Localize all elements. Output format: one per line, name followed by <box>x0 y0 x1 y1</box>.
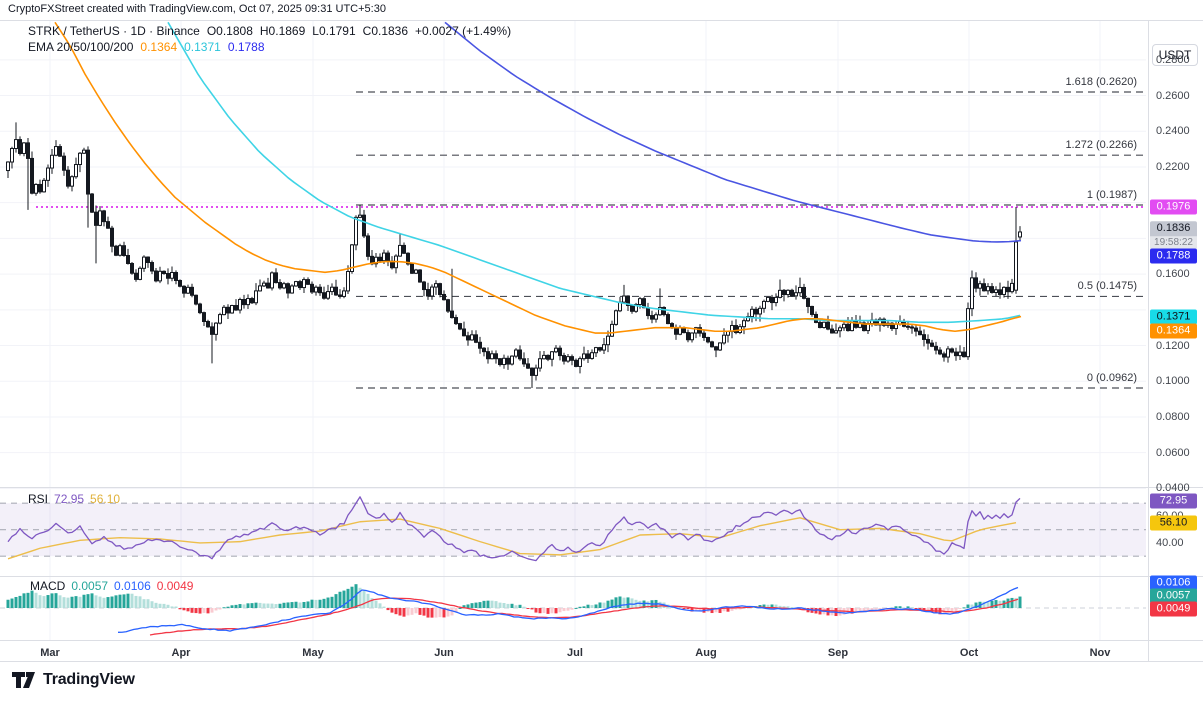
axis-price-badge: 56.10 <box>1150 515 1197 531</box>
gridlines <box>0 21 1146 640</box>
axis-price-badge: 72.95 <box>1150 493 1197 509</box>
ema-slow-value: 0.1788 <box>227 40 265 54</box>
fib-level-label: 1 (0.1987) <box>1086 189 1137 201</box>
price-tick-label: 0.0400 <box>1156 482 1190 495</box>
ohlc-low: L0.1791 <box>312 24 356 38</box>
time-axis-month: Jun <box>434 647 454 659</box>
ohlc-close: C0.1836 <box>362 24 409 38</box>
price-tick-label: 0.2600 <box>1156 89 1190 102</box>
time-axis-month: Nov <box>1089 647 1111 659</box>
currency-toggle[interactable]: USDT <box>1152 44 1198 66</box>
rsi-legend: RSI 72.95 56.10 <box>28 492 126 506</box>
axis-price-badge: 0.0049 <box>1150 601 1197 617</box>
fib-level-label: 1.618 (0.2620) <box>1065 75 1137 88</box>
axis-price-badge: 0.1371 <box>1150 309 1197 325</box>
macd-hist-value: 0.0057 <box>71 579 109 593</box>
price-tick-label: 0.2800 <box>1156 53 1190 66</box>
fib-retracement[interactable] <box>356 91 1146 389</box>
price-tick-label: 0.2200 <box>1156 160 1190 173</box>
axis-price-badge: 0.0106 <box>1150 575 1197 591</box>
price-pane[interactable] <box>6 21 1147 389</box>
ema-100-line <box>167 21 1021 324</box>
candle-countdown: 19:58:22 <box>1150 236 1197 250</box>
price-tick-label: 0.0800 <box>1156 410 1190 423</box>
ema-200-line <box>444 21 1022 243</box>
macd-signal-line <box>149 597 1019 636</box>
symbol-title: STRK / TetherUS · 1D · Binance <box>28 24 200 38</box>
footer-logo[interactable]: TradingView <box>12 670 135 690</box>
symbol-legend: STRK / TetherUS · 1D · Binance O0.1808 H0.… <box>28 24 518 38</box>
axis-price-badge: 0.1836 19:58:22 <box>1150 221 1197 250</box>
rsi-label: RSI <box>28 492 49 506</box>
ohlc-high: H0.1869 <box>259 24 306 38</box>
tradingview-logo-icon <box>12 672 35 688</box>
credit-line: CryptoFXStreet created with TradingView.… <box>8 3 386 15</box>
ema-50-line <box>54 21 1022 334</box>
rsi-value: 72.95 <box>54 492 85 506</box>
macd-legend: MACD 0.0057 0.0106 0.0049 <box>30 579 199 593</box>
ema-mid-value: 0.1371 <box>184 40 221 54</box>
axis-price-badge: 0.0057 <box>1150 588 1197 604</box>
price-tick-label: 0.1600 <box>1156 268 1190 281</box>
time-axis-month: Apr <box>171 647 191 659</box>
time-axis[interactable]: Mar Apr May Jun Jul Aug Sep Oct Nov <box>0 641 1203 662</box>
ema-fast-value: 0.1364 <box>140 40 178 54</box>
fib-level-label: 0 (0.0962) <box>1086 372 1137 385</box>
time-axis-month: Sep <box>827 647 849 659</box>
price-tick-label: 0.1200 <box>1156 339 1190 352</box>
time-axis-month: Mar <box>40 647 60 659</box>
price-tick-label: 0.1000 <box>1156 375 1190 388</box>
rsi-pane[interactable] <box>0 496 1146 562</box>
rsi-line <box>7 496 1021 562</box>
macd-label: MACD <box>30 579 66 593</box>
time-axis-month: Aug <box>695 647 717 659</box>
macd-pane[interactable] <box>0 584 1146 636</box>
price-axis[interactable]: USDT <box>1148 20 1203 662</box>
rsi-tick-label: 40.00 <box>1156 536 1184 549</box>
macd-line <box>117 586 1019 633</box>
ohlc-change: +0.0027 (+1.49%) <box>415 24 512 38</box>
tradingview-brand: TradingView <box>43 671 135 688</box>
axis-price-badge: 0.1364 <box>1150 323 1197 339</box>
time-axis-month: Oct <box>959 647 979 659</box>
pane-separators <box>0 20 1203 662</box>
axis-price-badge: 0.1788 <box>1150 248 1197 264</box>
price-tick-label: 0.0600 <box>1156 446 1190 459</box>
fib-level-label: 1.272 (0.2266) <box>1065 139 1137 152</box>
price-tick-label: 0.2400 <box>1156 125 1190 138</box>
ohlc-open: O0.1808 <box>206 24 253 38</box>
candlestick-series <box>6 122 1022 389</box>
axis-price-badge: 0.1976 <box>1150 199 1197 215</box>
macd-line-value: 0.0106 <box>114 579 151 593</box>
time-axis-month: May <box>302 647 324 659</box>
fib-level-label: 0.5 (0.1475) <box>1077 280 1137 293</box>
macd-signal-value: 0.0049 <box>156 579 194 593</box>
rsi-avg-value: 56.10 <box>90 492 121 506</box>
ema-label: EMA 20/50/100/200 <box>28 40 134 54</box>
ema-legend: EMA 20/50/100/200 0.1364 0.1371 0.1788 <box>28 40 272 54</box>
time-axis-month: Jul <box>567 647 583 659</box>
